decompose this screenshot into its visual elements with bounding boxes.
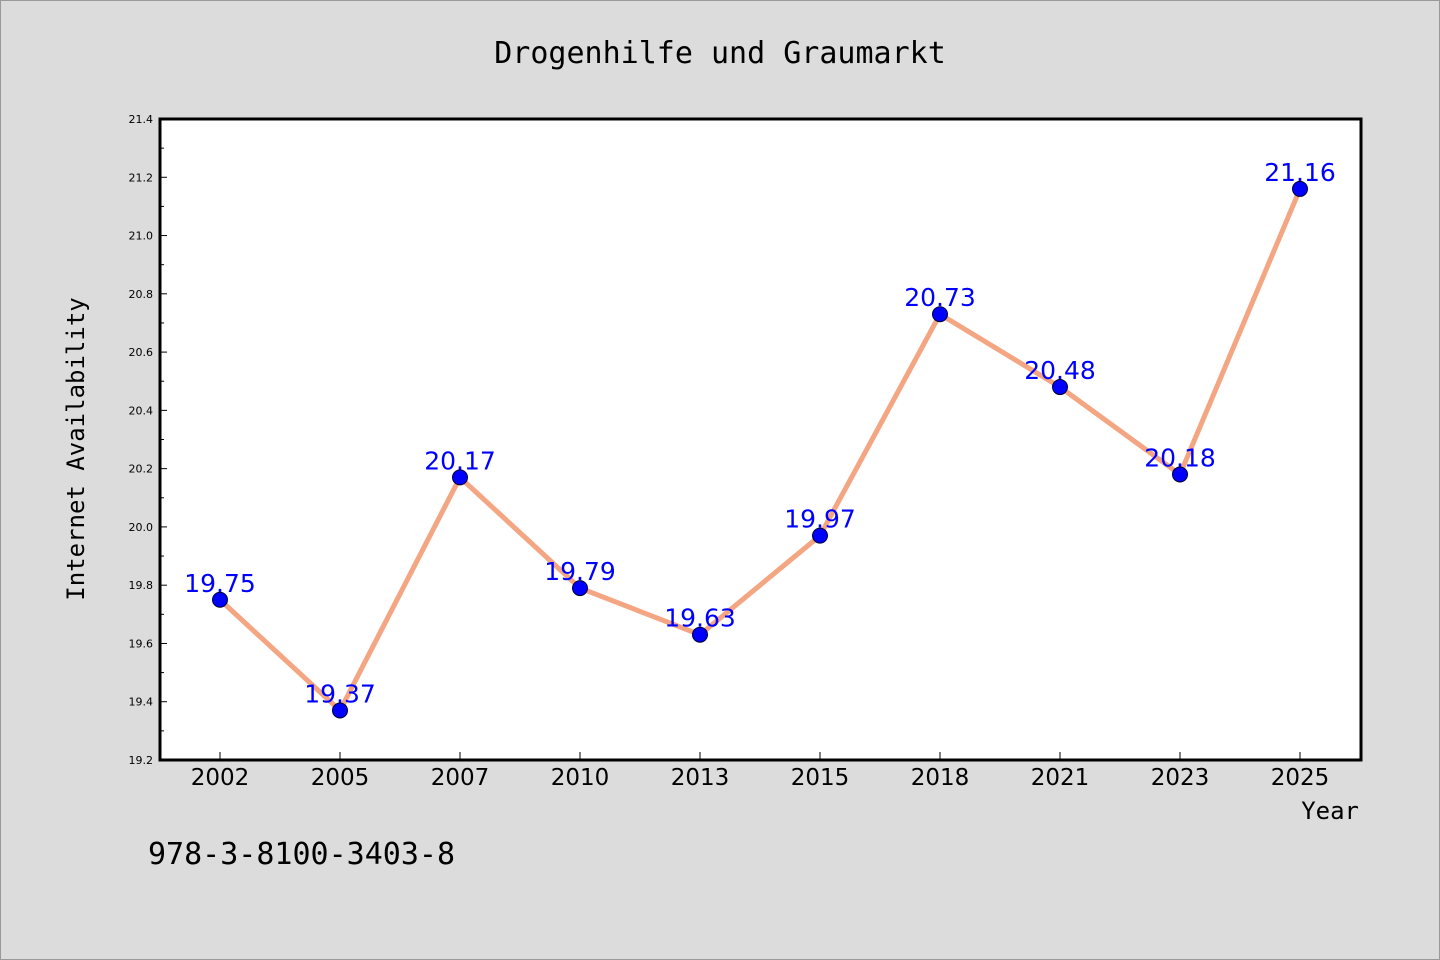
- x-tick-label: 2002: [191, 765, 250, 791]
- data-point: [812, 527, 828, 544]
- data-point: [1292, 180, 1308, 197]
- data-point: [572, 580, 588, 597]
- x-tick-label: 2005: [311, 765, 370, 791]
- data-label: 19.37: [304, 679, 376, 708]
- y-axis: 19.2 19.4 19.6 19.8 20.0 20.2 20.4 20.6 20.8 21.0…: [129, 113, 167, 767]
- marker-layer: [212, 180, 1308, 719]
- data-label: 20.73: [904, 283, 976, 312]
- x-tick-label: 2007: [431, 765, 490, 791]
- chart-title: Drogenhilfe und Graumarkt: [494, 36, 946, 71]
- data-label: 21.16: [1264, 158, 1336, 187]
- x-tick-label: 2021: [1031, 765, 1090, 791]
- y-tick-label: 19.8: [129, 579, 154, 592]
- data-point: [1172, 466, 1188, 483]
- x-tick-label: 2013: [671, 765, 730, 791]
- data-label: 20.48: [1024, 356, 1096, 385]
- x-tick-label: 2025: [1271, 765, 1330, 791]
- series-line: [217, 186, 1303, 713]
- isbn-text: 978-3-8100-3403-8: [148, 837, 455, 872]
- x-axis-title: Year: [1301, 797, 1359, 825]
- data-label-layer: 19.75 19.37 20.17 19.79 19.63 19.97 20.73 20.48…: [184, 158, 1336, 709]
- y-tick-label: 21.0: [129, 230, 154, 243]
- x-axis: 2002 2005 2007 2010 2013 2015 2018 2021 2023 2025: [191, 752, 1330, 791]
- data-label: 20.17: [424, 446, 496, 475]
- y-tick-label: 19.6: [129, 637, 154, 650]
- data-point: [452, 469, 468, 486]
- y-tick-label: 20.0: [129, 521, 154, 534]
- y-tick-label: 20.6: [129, 346, 154, 359]
- y-tick-label: 20.2: [129, 463, 154, 476]
- y-tick-label: 19.4: [129, 696, 154, 709]
- plot-frame: [158, 117, 1363, 762]
- x-tick-label: 2018: [911, 765, 970, 791]
- data-point: [332, 702, 348, 719]
- y-tick-label: 19.2: [129, 754, 154, 767]
- series-layer: [217, 186, 1303, 713]
- data-point: [1052, 379, 1068, 396]
- data-point: [692, 626, 708, 643]
- plot-area: [160, 119, 1361, 760]
- y-tick-label: 20.8: [129, 288, 154, 301]
- data-label: 19.75: [184, 569, 256, 598]
- data-label: 19.79: [544, 557, 616, 586]
- y-tick-label: 20.4: [129, 404, 154, 417]
- y-axis-title: Internet Availability: [62, 297, 90, 600]
- y-tick-label: 21.4: [129, 113, 154, 126]
- data-label: 20.18: [1144, 443, 1216, 472]
- data-label: 19.97: [784, 505, 856, 534]
- data-point: [212, 591, 228, 608]
- x-tick-label: 2023: [1151, 765, 1210, 791]
- data-point: [932, 306, 948, 323]
- data-label: 19.63: [664, 604, 736, 633]
- x-tick-label: 2010: [551, 765, 610, 791]
- y-tick-label: 21.2: [129, 171, 154, 184]
- x-tick-label: 2015: [791, 765, 850, 791]
